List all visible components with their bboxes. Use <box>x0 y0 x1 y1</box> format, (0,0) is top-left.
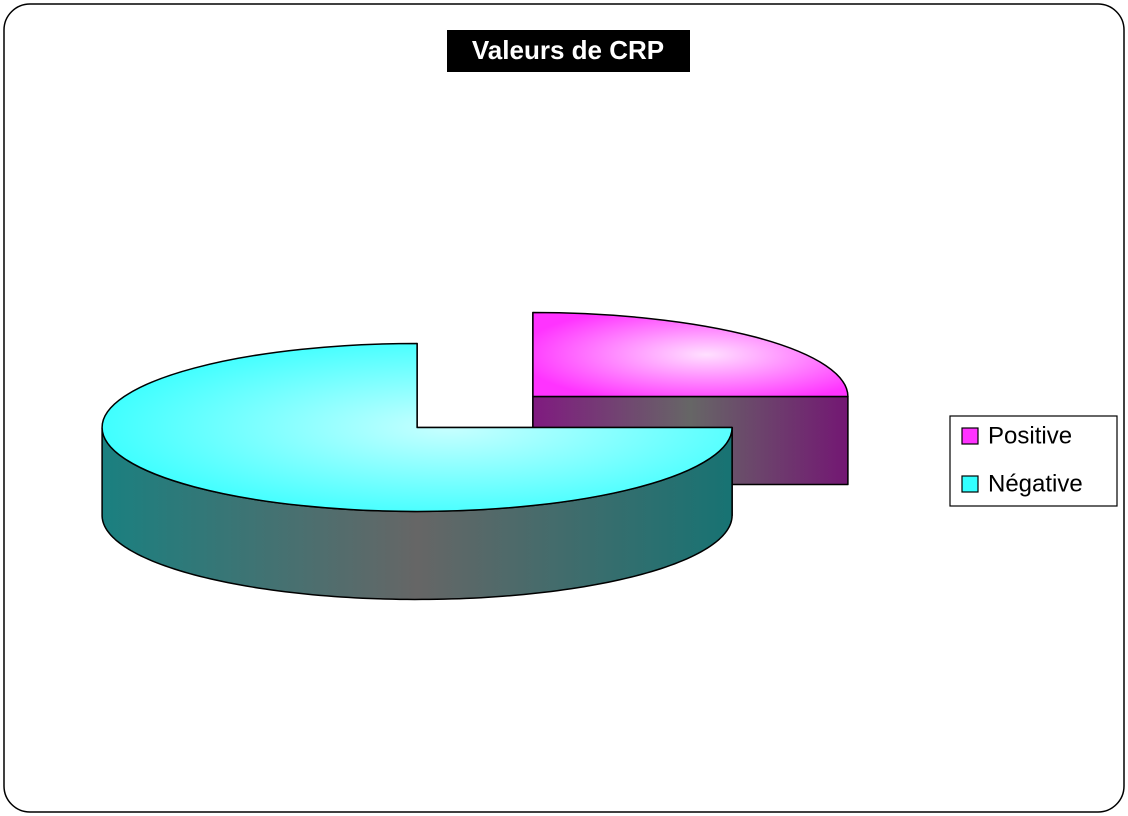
slice-top <box>101 342 733 513</box>
legend-label: Négative <box>988 470 1083 497</box>
slice-top <box>532 311 849 398</box>
legend-swatch <box>961 427 979 445</box>
chart-title: Valeurs de CRP <box>472 35 664 65</box>
legend-swatch <box>961 475 979 493</box>
title-background <box>447 30 690 72</box>
legend-label: Positive <box>988 422 1072 449</box>
